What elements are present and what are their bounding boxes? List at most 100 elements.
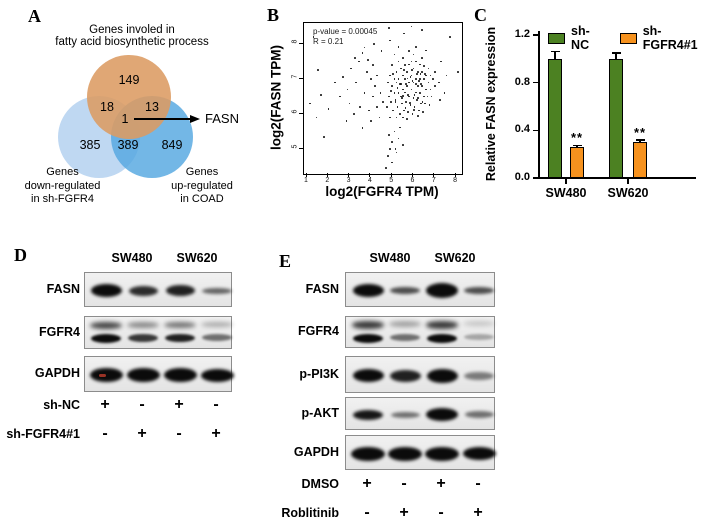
scatter-point — [423, 78, 426, 80]
x-tick-label: 1 — [304, 177, 308, 184]
venn-label-left-3: in sh-FGFR4 — [31, 193, 94, 205]
scatter-point — [372, 95, 374, 98]
scatter-point — [402, 57, 404, 59]
scatter-point — [393, 78, 396, 80]
condition-sign: + — [436, 475, 446, 492]
scatter-point — [385, 167, 387, 170]
scatter-point — [448, 36, 451, 38]
error-bar-cap — [550, 50, 560, 53]
scatter-point — [415, 99, 418, 101]
scatter-point — [361, 51, 364, 54]
bar-y-tick-label: 0.0 — [514, 171, 530, 183]
scatter-point — [397, 60, 400, 63]
scatter-point — [349, 67, 352, 70]
blot-box-FGFR4 — [84, 316, 233, 349]
blot-band-lower — [464, 333, 494, 340]
blot-band-upper — [127, 321, 159, 328]
scatter-point — [363, 46, 366, 49]
blot-row-label: p-PI3K — [299, 366, 339, 381]
scatter-point — [410, 69, 413, 72]
scatter-point — [423, 64, 426, 67]
blot-band-lower — [165, 334, 195, 343]
scatter-point — [409, 76, 412, 79]
blot-box-FASN — [84, 272, 232, 307]
scatter-point — [417, 97, 420, 100]
blot-band-lower — [91, 334, 121, 344]
scatter-point — [413, 93, 416, 96]
scatter-point — [402, 95, 405, 97]
y-tick-label: 5 — [291, 144, 299, 149]
blot-box-FASN — [345, 272, 495, 307]
scatter-point — [388, 134, 390, 136]
venn-arrow-target: FASN — [205, 111, 239, 126]
significance-marker: ** — [633, 124, 647, 140]
scatter-point — [327, 107, 330, 110]
scatter-point — [370, 120, 372, 122]
scatter-point — [386, 106, 388, 108]
scatter-point — [431, 78, 434, 80]
x-tick-mark — [390, 173, 392, 177]
scatter-point — [408, 102, 411, 104]
panel-b-label: B — [267, 5, 280, 25]
x-tick-mark — [412, 173, 413, 177]
scatter-point — [414, 78, 417, 80]
scatter-point — [407, 93, 410, 96]
scatter-point — [396, 106, 399, 108]
venn-label-right-3: in COAD — [180, 193, 224, 205]
y-tick-mark — [299, 77, 303, 79]
scatter-point — [387, 81, 389, 84]
condition-sign: + — [473, 504, 483, 521]
scatter-point — [342, 76, 345, 79]
blot-band-lower — [390, 333, 420, 341]
scatter-point — [440, 60, 443, 63]
scatter-point — [414, 46, 417, 48]
scatter-point — [391, 161, 394, 164]
panel-c-label: C — [474, 5, 487, 25]
panel-e-label: E — [279, 251, 292, 271]
scatter-point — [394, 148, 397, 150]
blot-band — [352, 284, 384, 297]
scatter-point — [397, 46, 400, 48]
blot-box-p-PI3K — [345, 356, 495, 393]
scatter-point — [428, 104, 431, 107]
scatter-point — [419, 63, 421, 66]
scatter-point — [402, 88, 404, 91]
scatter-point — [390, 90, 393, 93]
venn-count-bottom: 389 — [117, 138, 139, 152]
scatter-point — [439, 99, 441, 101]
scatter-point — [426, 95, 429, 98]
blot-box-p-AKT — [345, 397, 495, 430]
scatter-point — [434, 85, 436, 87]
scatter-point — [380, 50, 383, 52]
y-tick-label: 6 — [291, 109, 299, 114]
condition-sign: - — [176, 425, 182, 442]
scatter-point — [400, 102, 403, 105]
x-tick-label: 8 — [453, 177, 458, 184]
blot-band-lower — [427, 333, 457, 343]
scatter-point — [312, 36, 315, 38]
bar-sh-FGFR4#1-SW480 — [570, 147, 584, 178]
blot-band — [126, 368, 160, 382]
error-bar — [615, 52, 617, 59]
blot-band-upper — [463, 321, 495, 327]
y-tick-label: 7 — [291, 74, 299, 79]
scatter-point — [388, 27, 390, 30]
blot-band — [426, 368, 458, 383]
scatter-point — [420, 102, 422, 105]
scatter-point — [388, 95, 390, 98]
scatter-point — [395, 116, 398, 119]
blot-col-header: SW620 — [434, 251, 476, 265]
blot-band — [464, 371, 494, 380]
blot-row-label: FGFR4 — [39, 324, 80, 339]
condition-sign: + — [100, 396, 110, 413]
scatter-point — [429, 74, 432, 77]
blot-band-upper — [90, 321, 122, 329]
scatter-pvalue: p-value = 0.00045 — [313, 27, 378, 36]
scatter-point — [421, 71, 423, 73]
blot-band — [390, 287, 420, 294]
scatter-rvalue: R = 0.21 — [313, 37, 344, 46]
blot-band — [426, 283, 458, 298]
blot-band — [462, 447, 496, 460]
scatter-point — [445, 74, 448, 77]
scatter-point — [413, 109, 415, 111]
